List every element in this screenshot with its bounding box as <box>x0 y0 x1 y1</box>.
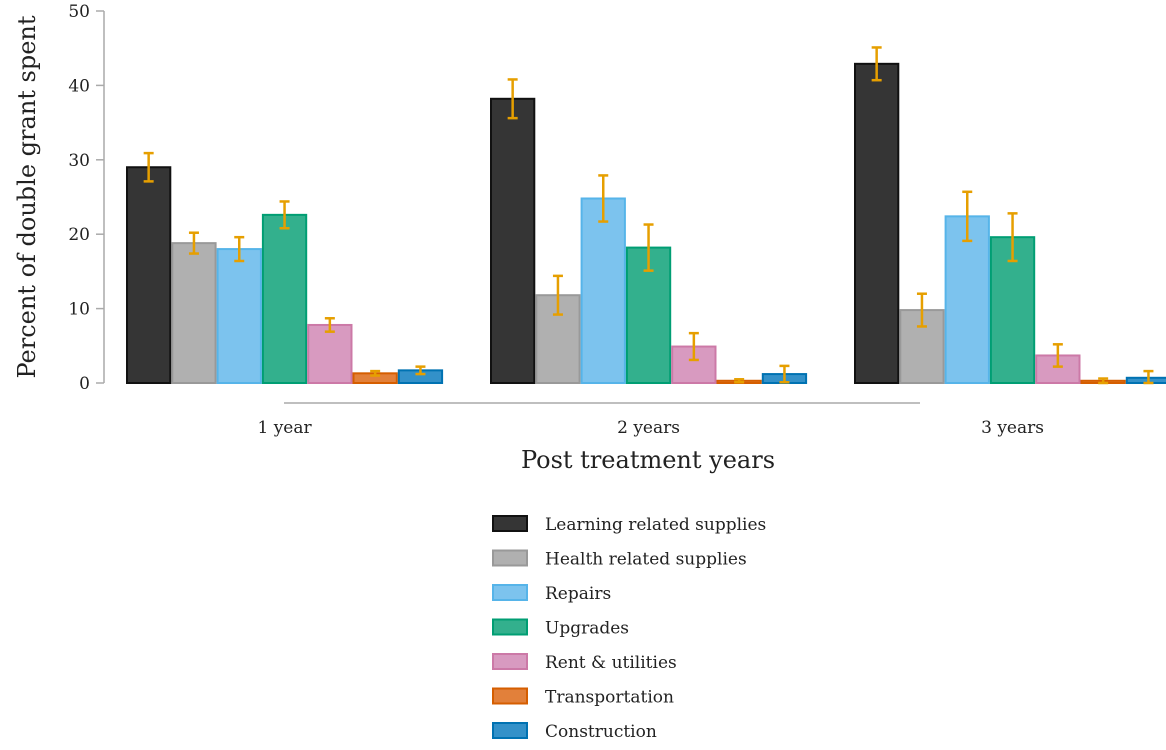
y-tick-label: 10 <box>68 300 90 320</box>
legend-swatch <box>492 549 528 567</box>
error-bar <box>143 151 154 183</box>
legend-item: Upgrades <box>492 618 629 639</box>
axes: 0 10 20 30 40 50 1 year 2 years 3 years <box>68 2 1044 438</box>
legend-item: Construction <box>492 722 657 742</box>
legend-label: Transportation <box>545 688 674 708</box>
error-bar <box>916 292 927 328</box>
legend-item: Transportation <box>492 687 674 708</box>
legend-label: Learning related supplies <box>545 515 766 535</box>
error-bar <box>1007 212 1018 263</box>
bar <box>171 242 217 384</box>
legend-swatch <box>492 653 528 670</box>
legend-label: Repairs <box>545 584 611 604</box>
legend-label: Health related supplies <box>545 550 747 570</box>
bar <box>307 323 353 384</box>
x-tick-label: 1 year <box>257 418 312 438</box>
legend-item: Health related supplies <box>492 549 747 570</box>
error-bar <box>507 78 518 120</box>
x-axis-title: Post treatment years <box>521 446 775 474</box>
error-bars <box>143 46 1154 385</box>
y-ticks: 0 10 20 30 40 50 <box>68 2 104 394</box>
error-bar <box>962 190 973 243</box>
error-bar <box>1143 369 1154 385</box>
legend-item: Rent & utilities <box>492 653 677 673</box>
legend-swatch <box>492 722 528 739</box>
bar <box>261 213 308 384</box>
legend-swatch <box>492 687 528 705</box>
y-tick-label: 20 <box>68 225 90 245</box>
y-tick-label: 30 <box>68 151 90 171</box>
x-tick-labels: 1 year 2 years 3 years <box>257 418 1044 438</box>
y-axis-title: Percent of double grant spent <box>13 15 41 378</box>
error-bar <box>415 365 426 376</box>
legend-swatch <box>492 584 528 601</box>
error-bar <box>734 378 745 384</box>
legend-item: Repairs <box>492 584 611 604</box>
legend: Learning related supplies Health related … <box>492 515 766 742</box>
legend-swatch <box>492 618 528 636</box>
error-bar <box>688 331 699 362</box>
legend-item: Learning related supplies <box>492 515 766 535</box>
error-bar <box>643 223 654 272</box>
bar <box>126 166 172 384</box>
y-tick-label: 50 <box>68 2 90 22</box>
error-bar <box>871 46 882 82</box>
bar <box>580 197 626 384</box>
legend-label: Upgrades <box>545 619 629 639</box>
x-tick-label: 2 years <box>617 418 680 438</box>
legend-label: Rent & utilities <box>545 653 677 673</box>
error-bar <box>552 274 563 316</box>
y-tick-label: 40 <box>68 76 90 96</box>
error-bar <box>779 364 790 384</box>
error-bar <box>1052 343 1063 368</box>
x-tick-label: 3 years <box>981 418 1044 438</box>
error-bar <box>279 200 290 230</box>
legend-swatch <box>492 515 528 532</box>
error-bar <box>598 174 609 223</box>
error-bar <box>370 369 381 377</box>
y-tick-label: 0 <box>79 374 90 394</box>
error-bar <box>324 317 335 333</box>
error-bar <box>188 231 199 255</box>
bar <box>216 248 262 384</box>
bar <box>989 236 1036 384</box>
error-bar <box>1098 377 1109 385</box>
bar <box>490 97 536 385</box>
error-bar <box>234 235 245 263</box>
legend-label: Construction <box>545 722 657 742</box>
bar <box>854 62 900 384</box>
